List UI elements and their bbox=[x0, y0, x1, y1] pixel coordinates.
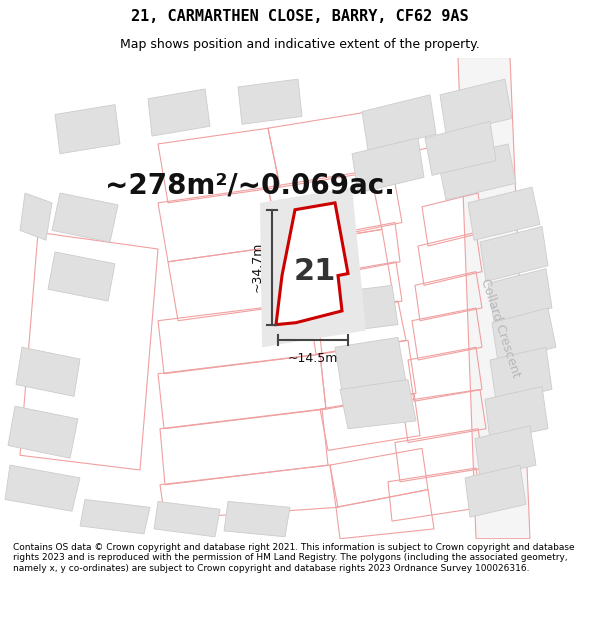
Polygon shape bbox=[490, 348, 552, 401]
Polygon shape bbox=[458, 58, 530, 539]
Polygon shape bbox=[362, 95, 436, 151]
Polygon shape bbox=[335, 338, 406, 391]
Polygon shape bbox=[438, 144, 516, 200]
Polygon shape bbox=[48, 252, 115, 301]
Polygon shape bbox=[80, 499, 150, 534]
Polygon shape bbox=[52, 193, 118, 242]
Polygon shape bbox=[468, 187, 540, 240]
Polygon shape bbox=[485, 386, 548, 441]
Polygon shape bbox=[492, 308, 556, 362]
Polygon shape bbox=[55, 104, 120, 154]
Polygon shape bbox=[16, 348, 80, 396]
Text: 21, CARMARTHEN CLOSE, BARRY, CF62 9AS: 21, CARMARTHEN CLOSE, BARRY, CF62 9AS bbox=[131, 9, 469, 24]
Text: ~14.5m: ~14.5m bbox=[288, 352, 338, 365]
Polygon shape bbox=[440, 79, 512, 134]
Text: Contains OS data © Crown copyright and database right 2021. This information is : Contains OS data © Crown copyright and d… bbox=[13, 543, 575, 573]
Polygon shape bbox=[480, 226, 548, 281]
Polygon shape bbox=[328, 286, 398, 332]
Polygon shape bbox=[224, 501, 290, 537]
Polygon shape bbox=[475, 426, 536, 478]
Polygon shape bbox=[425, 121, 496, 176]
Polygon shape bbox=[20, 193, 52, 240]
Polygon shape bbox=[260, 187, 366, 348]
Polygon shape bbox=[340, 379, 416, 429]
Polygon shape bbox=[148, 89, 210, 136]
Polygon shape bbox=[352, 138, 424, 193]
Text: Collard Crescent: Collard Crescent bbox=[478, 276, 522, 379]
Polygon shape bbox=[8, 406, 78, 458]
Text: ~34.7m: ~34.7m bbox=[251, 242, 264, 292]
Text: 21: 21 bbox=[294, 257, 336, 286]
Polygon shape bbox=[488, 269, 552, 322]
Text: ~278m²/~0.069ac.: ~278m²/~0.069ac. bbox=[105, 171, 395, 199]
Polygon shape bbox=[465, 465, 526, 517]
Text: Map shows position and indicative extent of the property.: Map shows position and indicative extent… bbox=[120, 38, 480, 51]
Polygon shape bbox=[238, 79, 302, 124]
Polygon shape bbox=[154, 501, 220, 537]
Polygon shape bbox=[5, 465, 80, 511]
Polygon shape bbox=[276, 203, 348, 324]
